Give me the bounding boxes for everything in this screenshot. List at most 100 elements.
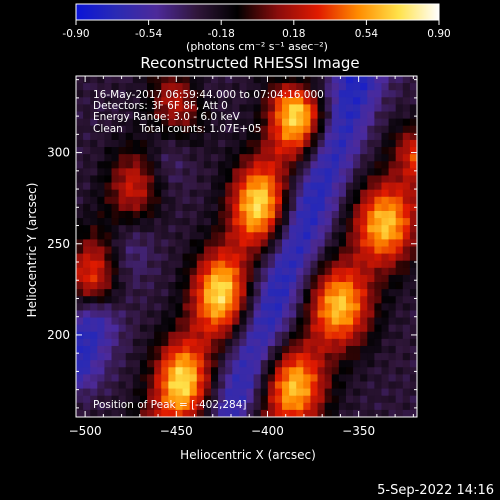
heatmap-cell xyxy=(168,317,177,326)
heatmap-cell xyxy=(203,104,212,113)
heatmap-cell xyxy=(83,388,91,397)
heatmap-cell xyxy=(147,104,155,113)
heatmap-cell xyxy=(83,154,91,162)
heatmap-cell xyxy=(274,388,283,397)
heatmap-cell xyxy=(296,175,304,184)
heatmap-cell xyxy=(303,111,312,120)
heatmap-cell xyxy=(168,161,177,169)
heatmap-cell xyxy=(83,274,91,283)
heatmap-cell xyxy=(324,274,333,283)
heatmap-cell xyxy=(147,310,155,319)
heatmap-cell xyxy=(118,260,127,269)
heatmap-cell xyxy=(282,210,290,219)
heatmap-cell xyxy=(303,381,312,390)
heatmap-cell xyxy=(132,161,141,169)
heatmap-cell xyxy=(303,267,312,276)
heatmap-cell xyxy=(104,338,113,347)
heatmap-cell xyxy=(331,189,340,198)
heatmap-cell xyxy=(168,218,177,226)
heatmap-cell xyxy=(90,345,98,354)
heatmap-cell xyxy=(125,331,134,340)
heatmap-cell xyxy=(104,132,113,141)
heatmap-cell xyxy=(189,303,198,312)
heatmap-cell xyxy=(409,267,417,276)
heatmap-cell xyxy=(147,175,155,184)
annotation-peak-position: Position of Peak = [-402,284] xyxy=(93,399,247,411)
heatmap-cell xyxy=(260,168,269,177)
heatmap-cell xyxy=(282,182,290,191)
heatmap-cell xyxy=(282,338,290,347)
heatmap-cell xyxy=(395,168,404,177)
heatmap-cell xyxy=(289,274,297,283)
heatmap-cell xyxy=(125,210,134,219)
heatmap-cell xyxy=(296,317,304,326)
heatmap-cell xyxy=(310,260,319,269)
heatmap-cell xyxy=(125,147,134,155)
heatmap-cell xyxy=(367,402,375,411)
heatmap-cell xyxy=(338,303,347,312)
heatmap-cell xyxy=(360,189,368,198)
heatmap-cell xyxy=(402,360,411,368)
heatmap-cell xyxy=(139,154,148,162)
heatmap-cell xyxy=(409,296,417,304)
heatmap-cell xyxy=(76,168,84,177)
heatmap-cell xyxy=(296,409,304,417)
heatmap-cell xyxy=(168,253,177,262)
heatmap-cell xyxy=(239,218,248,226)
heatmap-cell xyxy=(139,388,148,397)
heatmap-cell xyxy=(360,154,368,162)
heatmap-cell xyxy=(331,367,340,375)
heatmap-cell xyxy=(402,203,411,212)
heatmap-cell xyxy=(239,76,248,84)
heatmap-cell xyxy=(289,210,297,219)
heatmap-cell xyxy=(338,189,347,198)
heatmap-cell xyxy=(296,239,304,248)
heatmap-cell xyxy=(367,203,375,212)
heatmap-cell xyxy=(282,345,290,354)
heatmap-cell xyxy=(324,175,333,184)
heatmap-cell xyxy=(139,345,148,354)
heatmap-cell xyxy=(161,402,169,411)
heatmap-cell xyxy=(345,232,354,240)
heatmap-cell xyxy=(203,196,212,205)
heatmap-cell xyxy=(353,139,361,148)
heatmap-cell xyxy=(338,317,347,326)
heatmap-cell xyxy=(246,260,255,269)
heatmap-cell xyxy=(125,409,134,417)
heatmap-cell xyxy=(374,104,383,113)
heatmap-cell xyxy=(381,360,390,368)
heatmap-cell xyxy=(175,260,184,269)
heatmap-cell xyxy=(303,331,312,340)
heatmap-cell xyxy=(154,132,162,141)
heatmap-cell xyxy=(147,83,155,91)
heatmap-cell xyxy=(402,168,411,177)
heatmap-cell xyxy=(232,260,240,269)
heatmap-cell xyxy=(76,282,84,290)
heatmap-cell xyxy=(324,345,333,354)
heatmap-cell xyxy=(90,210,98,219)
heatmap-cell xyxy=(76,239,84,248)
heatmap-cell xyxy=(139,182,148,191)
heatmap-cell xyxy=(402,317,411,326)
heatmap-cell xyxy=(203,83,212,91)
heatmap-cell xyxy=(345,303,354,312)
heatmap-cell xyxy=(90,303,98,312)
heatmap-cell xyxy=(282,154,290,162)
heatmap-cell xyxy=(246,381,255,390)
heatmap-cell xyxy=(331,76,340,84)
heatmap-cell xyxy=(118,132,127,141)
heatmap-cell xyxy=(367,409,375,417)
heatmap-cell xyxy=(289,218,297,226)
heatmap-cell xyxy=(353,381,361,390)
heatmap-cell xyxy=(289,111,297,120)
heatmap-cell xyxy=(317,310,326,319)
heatmap-cell xyxy=(83,367,91,375)
heatmap-cell xyxy=(367,395,375,404)
heatmap-cell xyxy=(161,225,169,233)
heatmap-cell xyxy=(147,324,155,333)
heatmap-cell xyxy=(246,225,255,233)
heatmap-cell xyxy=(388,210,397,219)
heatmap-cell xyxy=(118,218,127,226)
heatmap-cell xyxy=(182,111,191,120)
heatmap-cell xyxy=(154,367,162,375)
